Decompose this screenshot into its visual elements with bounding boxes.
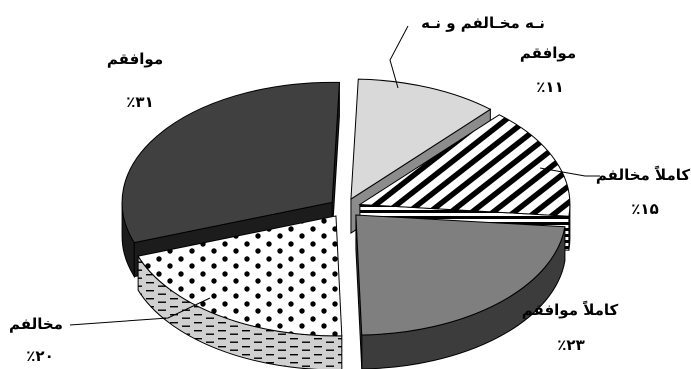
leader-line-2 — [69, 297, 211, 326]
slice-value-strongly-disagree: ٪۱۵ — [631, 200, 659, 218]
slice-label-disagree: مخالفم — [9, 315, 63, 333]
slice-top-2 — [355, 214, 566, 336]
slice-label-agree: موافقم — [106, 50, 164, 68]
leader-line-0 — [389, 25, 409, 89]
leader-line-1 — [539, 167, 600, 177]
slice-3 — [137, 215, 343, 369]
slice-value-agree: ٪۳۱ — [126, 93, 154, 111]
slice-label-strongly-agree: کاملاً موافقم — [521, 301, 619, 319]
slice-top-3 — [137, 215, 343, 337]
slice-label-strongly-disagree: کاملاً مخالفم — [595, 166, 691, 184]
slice-top-0 — [350, 78, 492, 201]
slice-value-disagree: ٪۲۰ — [26, 347, 54, 365]
pie-slices — [121, 78, 571, 369]
slice-label-neutral-line1: نـه مخـالفم و نـه — [421, 14, 545, 32]
slice-value-strongly-agree: ٪۲۳ — [557, 336, 585, 354]
slice-2 — [355, 214, 566, 369]
slice-top-4 — [121, 81, 340, 244]
leader-lines — [69, 25, 600, 326]
slice-label-neutral-line2: موافقم — [519, 44, 577, 62]
slice-top-1 — [358, 114, 571, 217]
slice-value-neutral: ٪۱۱ — [536, 78, 564, 96]
